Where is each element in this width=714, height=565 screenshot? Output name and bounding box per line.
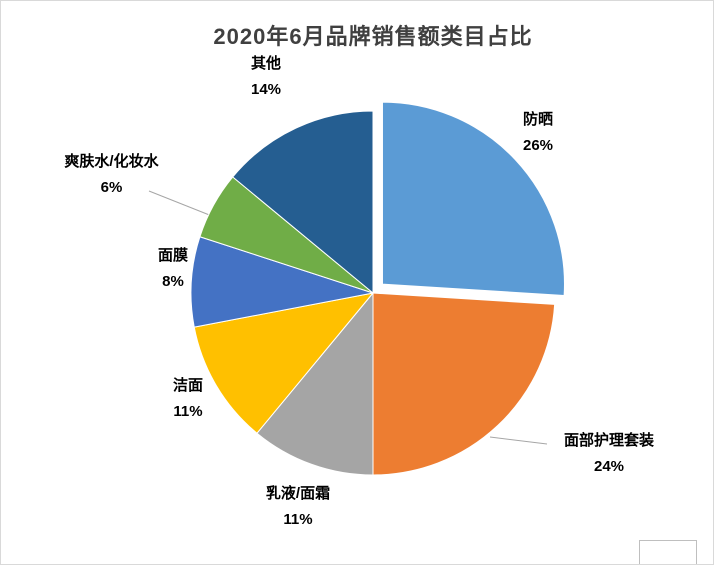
slice-label-sunscreen-name: 防晒 (522, 111, 553, 128)
slice-label-cleanser-name: 洁面 (172, 377, 203, 394)
slice-label-facial-care-set: 面部护理套装 24% (539, 428, 679, 480)
slice-label-cleanser-pct: 11% (173, 403, 203, 420)
slice-label-face-mask: 面膜 8% (133, 243, 213, 295)
slice-label-other: 其他 14% (226, 51, 306, 103)
leader-line-facial-care-set (489, 436, 548, 445)
slice-label-toner-pct: 6% (100, 179, 123, 196)
pie-slice-face-mask (190, 236, 374, 328)
slice-label-face-mask-name: 面膜 (157, 247, 188, 264)
pie-slice-cleanser (193, 292, 375, 434)
pie-slice-sunscreen (381, 101, 565, 297)
slice-label-sunscreen-pct: 26% (522, 137, 554, 154)
pie-slice-lotion-cream (256, 291, 374, 476)
slice-label-other-pct: 14% (250, 81, 282, 98)
slice-label-facial-care-set-pct: 24% (593, 458, 625, 475)
pie-slice-facial-care-set (372, 292, 556, 476)
slice-label-lotion-cream-pct: 11% (283, 511, 313, 528)
slice-label-face-mask-pct: 8% (162, 273, 184, 290)
slice-label-sunscreen: 防晒 26% (498, 107, 578, 159)
slice-label-lotion-cream: 乳液/面霜 11% (238, 481, 358, 533)
slice-label-lotion-cream-name: 乳液/面霜 (265, 485, 331, 502)
partial-box-bottom-right (639, 540, 697, 564)
chart-title: 2020年6月品牌销售额类目占比 (213, 24, 533, 49)
slice-label-cleanser: 洁面 11% (148, 373, 228, 425)
slice-label-other-name: 其他 (250, 55, 281, 72)
pie-slice-other (232, 110, 374, 295)
slice-label-toner-name: 爽肤水/化妆水 (64, 153, 159, 170)
slice-label-toner: 爽肤水/化妆水 6% (63, 149, 160, 201)
slice-label-facial-care-set-name: 面部护理套装 (563, 432, 654, 449)
